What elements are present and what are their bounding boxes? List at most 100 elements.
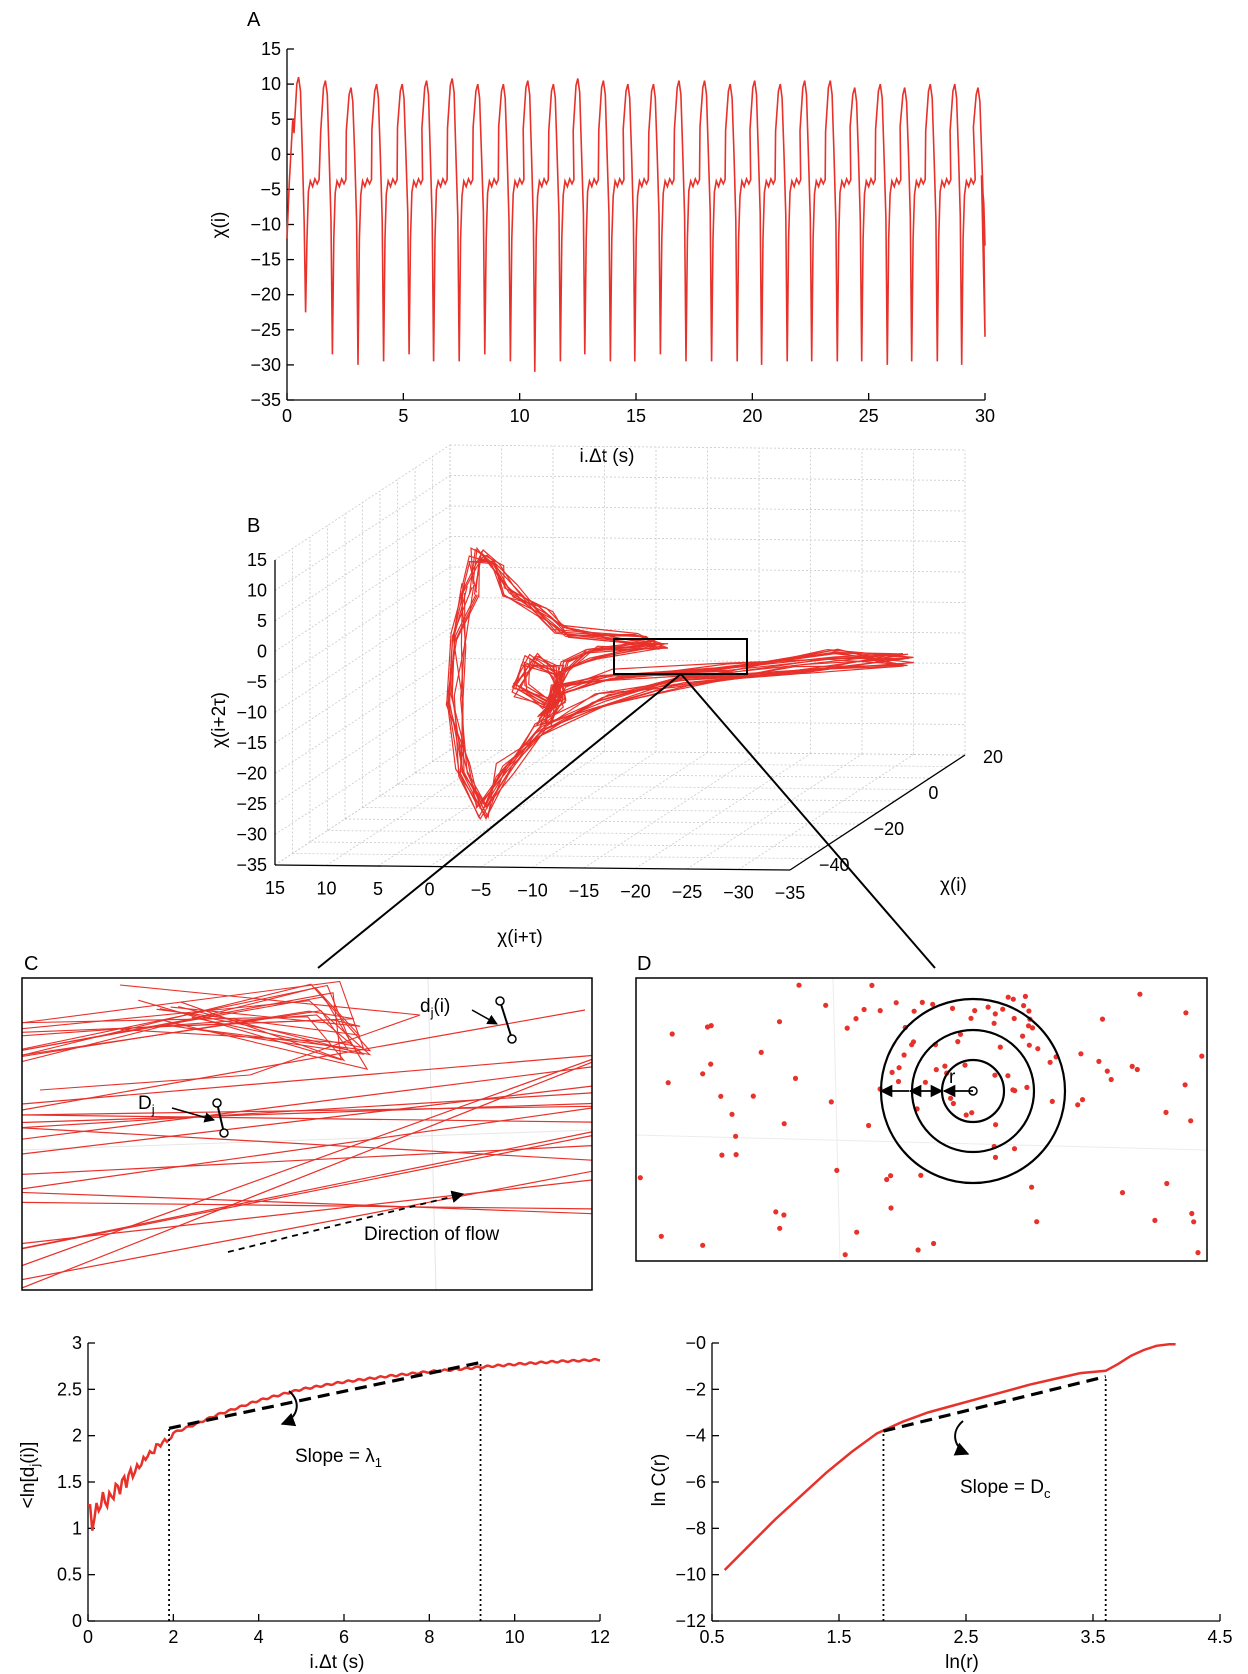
panel-e-y-tick-label: 3 <box>72 1333 82 1353</box>
panel-b-vertical-tick-label: −20 <box>236 764 267 784</box>
panel-d-data-point <box>853 1016 859 1022</box>
initial-separation-Dj-arrow <box>171 1107 216 1123</box>
panel-e-axes: 0 2 4 6 8 10 12 0 0.5 1 1.5 2 2.5 3 <box>57 1333 610 1647</box>
panel-c-trajectory <box>22 1061 592 1289</box>
panel-f-y-tick-label: −4 <box>685 1426 706 1446</box>
panel-d-data-point <box>637 1175 643 1181</box>
panel-d-data-point <box>896 1065 902 1071</box>
panel-b-back-wall-gridline <box>449 566 966 573</box>
panel-b-vertical-tick-label: −15 <box>236 733 267 753</box>
separation-dj-segment <box>499 1000 513 1040</box>
panel-e-slope-label: Slope = λ1 <box>295 1446 382 1470</box>
panel-d-data-point <box>1011 1146 1018 1152</box>
panel-d-data-point <box>969 1110 975 1116</box>
panel-b-back-wall-gridline <box>449 597 966 603</box>
panel-e-x-axis-label: i.Δt (s) <box>310 1652 365 1673</box>
panel-d-data-point <box>1191 1219 1197 1225</box>
panel-d-data-point <box>993 1122 999 1128</box>
panel-b-ticks: 15 10 5 0 −5 −10 −15 −20 −25 −30 −35 15 10 5 0 −5 −10 −15… <box>236 550 1003 903</box>
panel-d-data-point <box>884 1176 890 1183</box>
panel-d-data-point <box>962 1062 968 1068</box>
panel-b-side-wall-gridline <box>274 658 451 774</box>
panel-d-data-point <box>933 1067 939 1073</box>
panel-e-x-tick-label: 10 <box>505 1627 525 1647</box>
panel-d-data-point <box>828 1099 834 1105</box>
panel-b-side-wall-gridline <box>274 505 451 622</box>
separation-dj-point <box>507 1034 517 1044</box>
panel-e-y-tick-label: 0 <box>72 1611 82 1631</box>
panel-b: B 15 10 5 0 −5 −10 −15 −20 −25 −30 −35 15 10 5 0 −5 −10 −… <box>209 444 1003 969</box>
panel-d-data-point <box>1034 1219 1040 1225</box>
panel-b-floor-gridline <box>344 818 861 825</box>
panel-b-attractor-trajectory <box>446 549 898 819</box>
panel-d-data-point <box>1199 1053 1205 1059</box>
panel-d-data-point <box>997 1044 1003 1050</box>
panel-b-vertical-tick-label: 15 <box>247 550 267 570</box>
panel-d-data-point <box>877 1008 883 1014</box>
panel-d-data-point <box>781 1212 787 1218</box>
panel-d-data-point <box>889 1069 895 1075</box>
panel-f-y-tick-label: −0 <box>685 1333 706 1353</box>
panel-d-data-point <box>1005 994 1011 1000</box>
panel-d-data-point <box>729 1111 735 1117</box>
panel-d-data-point <box>665 1080 671 1086</box>
panel-b-side-wall-gridline <box>274 475 451 591</box>
panel-d-data-point <box>1188 1118 1194 1124</box>
panel-d-data-point <box>922 1079 929 1085</box>
panel-d-data-point <box>1108 1076 1114 1083</box>
panel-d-data-point <box>1021 1003 1027 1009</box>
panel-f-x-tick-label: 2.5 <box>953 1627 978 1647</box>
panel-d-data-point <box>854 1229 860 1235</box>
panel-c-background-gridline <box>22 1129 592 1151</box>
panel-label-d: D <box>637 953 651 975</box>
panel-d-scatter-points <box>637 982 1205 1258</box>
panel-d-data-point <box>1137 991 1143 997</box>
panel-b-floor-gridline <box>480 751 657 868</box>
panel-f-slope-label: Slope = Dc <box>960 1477 1051 1501</box>
panel-f-y-tick-label: −12 <box>675 1611 706 1631</box>
panel-c-trajectory <box>22 1191 592 1215</box>
panel-c-trajectory <box>22 1135 592 1250</box>
panel-d-data-point <box>1079 1097 1086 1103</box>
panel-b-back-wall-gridline <box>449 505 966 512</box>
panel-d-data-point <box>992 1072 998 1078</box>
panel-e-x-tick-label: 12 <box>590 1627 610 1647</box>
panel-e-divergence-curve <box>87 1357 601 1531</box>
panel-d-data-point <box>1035 1046 1041 1052</box>
panel-e-x-tick-label: 6 <box>339 1627 349 1647</box>
panel-d-data-point <box>1022 993 1028 1000</box>
panel-d-data-point <box>1164 1180 1170 1187</box>
panel-a-y-tick-label: −35 <box>250 390 281 410</box>
panel-e-x-tick-label: 2 <box>168 1627 178 1647</box>
separation-dj-arrow <box>471 1009 498 1025</box>
panel-c-trajectory <box>22 1009 586 1111</box>
panel-b-vertical-tick-label: 5 <box>257 611 267 631</box>
panel-d-data-point <box>1012 1088 1018 1094</box>
panel-f-y-tick-label: −10 <box>675 1565 706 1585</box>
panel-d-data-point <box>733 1133 739 1139</box>
panel-f-y-tick-label: −6 <box>685 1472 706 1492</box>
panel-d-data-point <box>911 1008 917 1014</box>
panel-d-data-point <box>985 1004 991 1010</box>
panel-b-back-wall-gridline <box>449 536 966 542</box>
panel-d-data-point <box>1075 1102 1081 1108</box>
panel-d-data-point <box>1011 1015 1017 1022</box>
panel-c-trajectories <box>22 980 592 1289</box>
panel-e-y-tick-label: 1 <box>72 1518 82 1538</box>
panel-e-x-tick-label: 0 <box>83 1627 93 1647</box>
panel-d-data-point <box>750 1093 756 1099</box>
panel-d-data-point <box>842 1252 848 1258</box>
panel-d-data-point <box>823 1002 829 1008</box>
panel-b-floor-gridline <box>686 753 863 870</box>
panel-a-y-tick-label: 15 <box>261 39 281 59</box>
panel-label-c: C <box>24 953 38 975</box>
panel-b-floor-gridline <box>583 752 760 869</box>
panel-a-axes: 0 5 10 15 20 25 30 15 10 5 0 −5 −10 −15 −20 −25 −30 −35 <box>250 39 995 426</box>
panel-c-trajectory <box>22 1145 592 1175</box>
panel-b-back-wall-gridline <box>449 444 966 451</box>
panel-b-front-tick-label: −10 <box>517 881 548 901</box>
panel-d-data-point <box>1129 1063 1135 1069</box>
panel-d-data-point <box>1183 1010 1189 1016</box>
panel-d-data-point <box>955 1039 961 1045</box>
panel-a-x-tick-label: 15 <box>626 406 646 426</box>
